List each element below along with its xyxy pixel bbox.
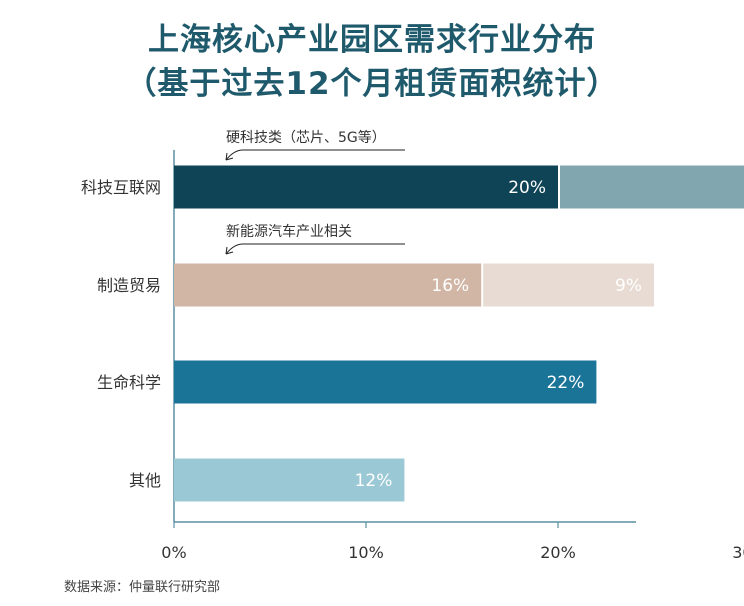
bar-value-label: 20% <box>508 178 546 198</box>
annotation-label: 硬科技类（芯片、5G等） <box>226 129 386 146</box>
category-label: 制造贸易 <box>97 276 161 295</box>
annotation-hook <box>225 149 244 161</box>
annotation-label: 新能源汽车产业相关 <box>226 223 352 240</box>
chart-title-line-1: 上海核心产业园区需求行业分布 <box>148 22 596 58</box>
annotation-arrowhead <box>225 152 234 161</box>
chart-title-line-2: （基于过去12个月租赁面积统计） <box>125 66 619 102</box>
bar-segment <box>174 458 405 502</box>
x-tick-label: 30% <box>732 543 744 562</box>
bar-value-label: 9% <box>615 276 642 296</box>
x-tick-label: 10% <box>348 543 384 562</box>
bar-value-label: 22% <box>547 373 585 393</box>
annotation-hook <box>225 243 244 255</box>
category-label: 生命科学 <box>97 373 161 392</box>
bar-segment <box>483 263 654 307</box>
category-label: 其他 <box>129 471 161 490</box>
bar-segment <box>174 165 558 209</box>
x-tick-label: 0% <box>161 543 186 562</box>
bar-value-label: 12% <box>355 471 393 491</box>
category-label: 科技互联网 <box>81 178 161 197</box>
bar-segment <box>560 165 744 209</box>
x-tick-label: 20% <box>540 543 576 562</box>
bar-value-label: 16% <box>431 276 469 296</box>
bar-segment <box>174 360 597 404</box>
source-note: 数据来源：仲量联行研究部 <box>64 580 221 595</box>
annotation-arrowhead <box>225 246 234 255</box>
bar-segment <box>174 263 482 307</box>
